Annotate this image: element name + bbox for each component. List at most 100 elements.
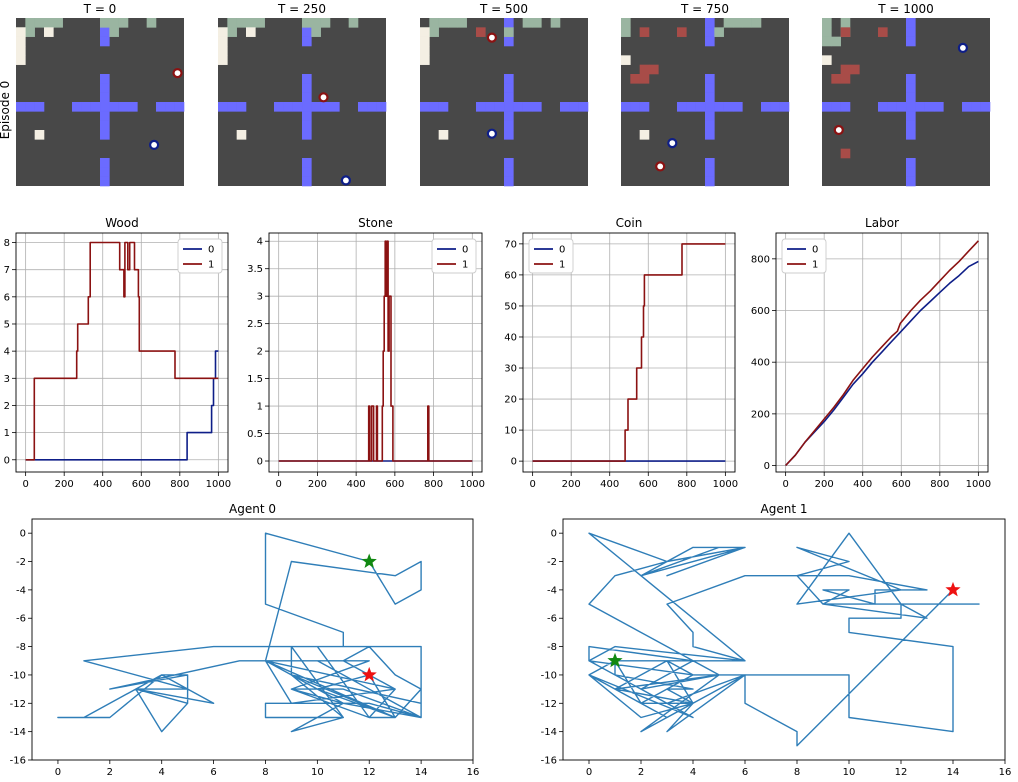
water-tile xyxy=(906,120,916,131)
x-tick-label: 12 xyxy=(363,767,376,778)
stone-tile xyxy=(621,55,631,65)
water-tile xyxy=(705,120,715,131)
house-tile xyxy=(639,74,650,84)
wood-tile xyxy=(118,18,129,28)
water-tile xyxy=(302,74,312,84)
house-tile xyxy=(831,74,841,84)
y-tick-label: 4 xyxy=(4,347,10,358)
end-star-icon xyxy=(945,581,961,597)
water-tile xyxy=(438,102,449,112)
water-tile xyxy=(896,102,907,112)
water-tile xyxy=(504,102,514,112)
y-tick-label: -14 xyxy=(10,727,26,738)
panel-title: Agent 0 xyxy=(229,502,276,516)
plot-frame xyxy=(522,232,736,473)
legend-label: 1 xyxy=(462,260,468,271)
legend: 01 xyxy=(781,238,827,274)
y-tick-label: 30 xyxy=(504,364,517,375)
series-0-line xyxy=(785,260,979,467)
water-tile xyxy=(367,102,377,112)
water-tile xyxy=(723,102,734,112)
trajectory-path xyxy=(57,532,422,733)
stone-tile xyxy=(16,27,26,37)
wood-tile xyxy=(255,18,265,28)
x-tick-label: 0 xyxy=(22,479,28,490)
y-tick-label: -10 xyxy=(10,670,26,681)
series-1-line xyxy=(785,240,979,467)
house-tile xyxy=(840,74,851,84)
y-tick-label: 7 xyxy=(4,265,10,276)
water-tile xyxy=(705,18,715,28)
house-tile xyxy=(677,27,687,37)
wood-tile xyxy=(550,18,561,28)
water-tile xyxy=(705,83,715,93)
panel-title: T = 1000 xyxy=(877,2,934,16)
stone-tile xyxy=(822,55,832,65)
y-tick-label: 8 xyxy=(4,238,10,249)
water-tile xyxy=(236,102,247,112)
series-1-line xyxy=(25,241,219,461)
water-tile xyxy=(504,158,514,168)
wood-tile xyxy=(621,27,631,37)
house-tile xyxy=(630,74,640,84)
x-tick-label: 800 xyxy=(677,479,696,490)
trajectory-chart: 0 2 4 6 8 10 12 14 16 0 -2 -4 -6 -8 -10 -12 -14 -16 Agent … xyxy=(10,502,480,778)
water-tile xyxy=(227,102,237,112)
y-tick-label: -10 xyxy=(541,670,557,681)
x-tick-label: 10 xyxy=(311,767,324,778)
y-tick-label: 20 xyxy=(504,395,517,406)
legend-box xyxy=(177,238,223,274)
y-tick-label: -14 xyxy=(541,727,557,738)
water-tile xyxy=(705,102,715,112)
plot-frame xyxy=(562,518,1006,761)
wood-tile xyxy=(146,18,157,28)
y-tick-label: 60 xyxy=(504,270,517,281)
series-0-line xyxy=(25,350,219,461)
agent-0-marker xyxy=(149,139,160,150)
water-tile xyxy=(302,158,312,168)
agent-1-marker xyxy=(486,32,497,43)
wood-tile xyxy=(532,18,542,28)
legend-label: 1 xyxy=(812,260,818,271)
water-tile xyxy=(906,167,916,177)
x-tick-label: 600 xyxy=(385,479,404,490)
legend-label: 0 xyxy=(812,245,818,256)
y-tick-label: 800 xyxy=(751,254,770,265)
agent-1-marker xyxy=(172,67,183,79)
stone-tile xyxy=(218,46,228,56)
water-tile xyxy=(100,176,110,187)
water-tile xyxy=(504,176,514,187)
wood-tile xyxy=(448,18,458,28)
y-tick-label: 10 xyxy=(504,426,517,437)
water-tile xyxy=(906,130,916,140)
x-tick-label: 200 xyxy=(562,479,581,490)
plot-frame xyxy=(15,232,229,473)
water-tile xyxy=(429,102,439,112)
y-tick-label: 70 xyxy=(504,239,517,250)
y-tick-label: 2 xyxy=(257,347,263,358)
wood-tile xyxy=(44,18,54,28)
y-tick-label: 0 xyxy=(551,529,557,540)
water-tile xyxy=(705,92,715,103)
x-tick-label: 400 xyxy=(347,479,366,490)
legend-box xyxy=(528,238,574,274)
x-tick-label: 600 xyxy=(132,479,151,490)
wood-tile xyxy=(302,18,312,28)
panel-title: Labor xyxy=(865,216,899,230)
trajectory-chart: 0 2 4 6 8 10 12 14 16 0 -2 -4 -6 -8 -10 -12 -14 -16 Agent … xyxy=(541,502,1012,778)
water-tile xyxy=(779,102,790,112)
water-tile xyxy=(639,102,650,112)
water-tile xyxy=(705,176,715,187)
water-tile xyxy=(630,102,640,112)
water-tile xyxy=(302,92,312,103)
wood-tile xyxy=(53,18,63,28)
stone-tile xyxy=(34,130,45,140)
x-tick-label: 6 xyxy=(742,767,748,778)
series-1-line xyxy=(532,243,726,462)
y-tick-label: -2 xyxy=(547,557,557,568)
water-tile xyxy=(578,102,589,112)
y-tick-label: 2.5 xyxy=(247,319,263,330)
water-tile xyxy=(504,18,514,28)
